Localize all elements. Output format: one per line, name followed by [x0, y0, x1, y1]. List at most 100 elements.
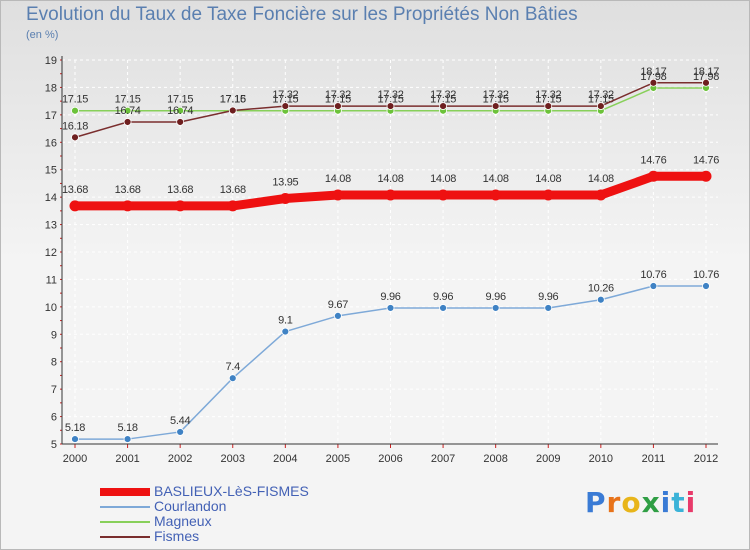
data-point-courlandon: [71, 435, 79, 443]
data-point-baslieux-l-s-fismes: [174, 200, 186, 212]
logo-letter: i: [660, 486, 672, 519]
logo-letter: i: [685, 486, 697, 519]
data-point-baslieux-l-s-fismes: [69, 200, 81, 212]
data-label-courlandon: 9.96: [380, 291, 400, 303]
y-tick-label: 9: [51, 329, 57, 341]
data-point-fismes: [123, 118, 132, 126]
data-point-courlandon: [544, 304, 553, 312]
logo-letter: P: [585, 486, 607, 519]
data-label-baslieux-l-s-fismes: 14.08: [325, 173, 351, 185]
y-tick-label: 8: [51, 357, 57, 369]
data-point-fismes: [71, 133, 79, 142]
data-point-courlandon: [649, 282, 658, 290]
data-label-baslieux-l-s-fismes: 13.95: [272, 177, 298, 189]
data-label-fismes: 17.32: [325, 89, 351, 101]
data-point-fismes: [649, 78, 658, 87]
data-point-baslieux-l-s-fismes: [595, 189, 607, 201]
data-label-magneux: 17.15: [62, 94, 88, 106]
data-label-magneux: 17.15: [430, 94, 456, 106]
data-label-fismes: 18.17: [693, 66, 719, 78]
data-label-fismes: 17.32: [588, 89, 614, 101]
data-label-magneux: 17.15: [272, 94, 298, 106]
data-label-fismes: 18.17: [640, 66, 666, 78]
y-tick-label: 18: [45, 82, 57, 94]
data-label-courlandon: 5.18: [65, 422, 85, 434]
data-point-fismes: [544, 102, 553, 110]
data-point-baslieux-l-s-fismes: [542, 189, 554, 201]
data-point-fismes: [439, 102, 447, 110]
x-tick-label: 2010: [589, 453, 613, 465]
chart-title: Evolution du Taux de Taxe Foncière sur l…: [26, 4, 578, 25]
data-point-baslieux-l-s-fismes: [332, 189, 344, 201]
legend-label-baslieux: BASLIEUX-LèS-FISMES: [154, 483, 309, 499]
x-tick-label: 2009: [536, 453, 560, 465]
data-label-baslieux-l-s-fismes: 13.68: [62, 184, 88, 196]
data-label-baslieux-l-s-fismes: 14.08: [430, 173, 456, 185]
data-point-courlandon: [596, 295, 605, 304]
logo-letter: t: [671, 486, 686, 519]
data-point-fismes: [491, 102, 500, 110]
legend-swatch-baslieux: [100, 488, 150, 496]
y-tick-label: 6: [51, 412, 57, 424]
x-tick-label: 2003: [221, 453, 245, 465]
data-point-baslieux-l-s-fismes: [700, 170, 712, 182]
data-label-baslieux-l-s-fismes: 14.76: [640, 154, 666, 166]
data-label-fismes: 17.32: [377, 89, 403, 101]
x-tick-label: 2004: [273, 453, 297, 465]
data-point-fismes: [281, 102, 290, 110]
data-label-baslieux-l-s-fismes: 14.08: [535, 173, 561, 185]
data-label-courlandon: 9.67: [328, 299, 348, 311]
data-point-baslieux-l-s-fismes: [490, 189, 502, 201]
x-tick-label: 2005: [326, 453, 350, 465]
data-point-fismes: [386, 102, 395, 110]
data-point-fismes: [596, 102, 605, 110]
data-point-magneux: [176, 106, 185, 115]
data-point-fismes: [702, 78, 710, 87]
legend-swatch-courlandon: [100, 506, 150, 508]
data-point-courlandon: [281, 327, 290, 336]
data-label-magneux: 17.15: [325, 94, 351, 106]
data-label-fismes: 16.74: [167, 105, 193, 117]
data-label-courlandon: 10.26: [588, 283, 614, 295]
data-label-baslieux-l-s-fismes: 14.08: [483, 173, 509, 185]
data-point-baslieux-l-s-fismes: [279, 193, 291, 205]
data-point-courlandon: [123, 435, 132, 443]
y-tick-label: 7: [51, 384, 57, 396]
y-tick-label: 12: [45, 247, 57, 259]
data-point-courlandon: [491, 304, 500, 312]
logo-letter: o: [621, 486, 642, 519]
data-label-magneux: 17.15: [167, 94, 193, 106]
data-point-fismes: [176, 118, 185, 126]
legend-label-fismes: Fismes: [154, 528, 200, 544]
x-tick-label: 2011: [642, 453, 666, 465]
legend-swatch-magneux: [100, 521, 150, 523]
y-tick-label: 17: [45, 110, 57, 122]
data-label-courlandon: 9.1: [278, 315, 293, 327]
data-label-magneux: 17.15: [377, 94, 403, 106]
data-label-magneux: 17.15: [483, 94, 509, 106]
data-label-fismes: 17.32: [272, 89, 298, 101]
data-label-fismes: 17.32: [430, 89, 456, 101]
legend-swatch-fismes: [100, 536, 150, 538]
logo-letter: x: [641, 486, 661, 519]
y-tick-label: 14: [45, 192, 57, 204]
data-point-baslieux-l-s-fismes: [227, 200, 239, 212]
y-tick-label: 15: [45, 165, 57, 177]
proxiti-logo: Proxiti: [585, 486, 696, 519]
data-label-baslieux-l-s-fismes: 13.68: [115, 184, 141, 196]
data-point-baslieux-l-s-fismes: [122, 200, 134, 212]
data-point-courlandon: [334, 312, 342, 320]
y-tick-label: 11: [46, 274, 57, 286]
data-label-courlandon: 9.96: [486, 291, 506, 303]
x-tick-label: 2002: [168, 453, 192, 465]
x-tick-label: 2008: [483, 453, 507, 465]
data-label-courlandon: 9.96: [538, 291, 558, 303]
x-tick-label: 2006: [378, 453, 402, 465]
data-point-courlandon: [228, 374, 237, 383]
data-point-courlandon: [176, 428, 185, 436]
y-tick-label: 16: [45, 137, 57, 149]
y-tick-label: 13: [45, 220, 57, 232]
data-point-baslieux-l-s-fismes: [437, 189, 449, 201]
